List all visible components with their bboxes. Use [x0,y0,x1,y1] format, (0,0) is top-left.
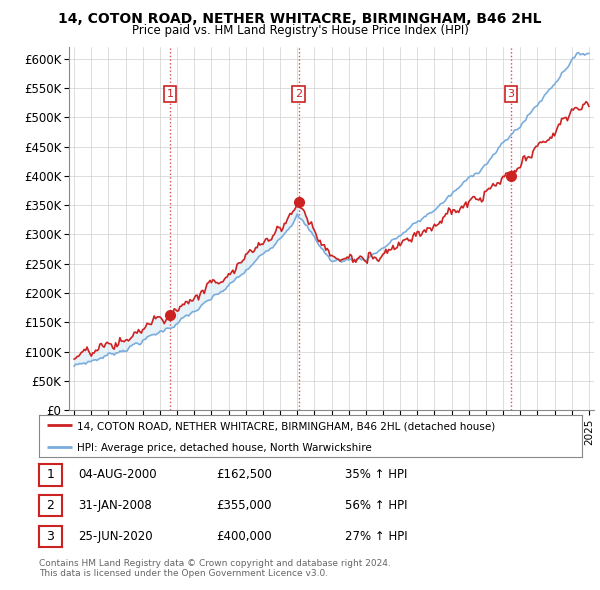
Text: 1: 1 [46,468,55,481]
Text: 14, COTON ROAD, NETHER WHITACRE, BIRMINGHAM, B46 2HL (detached house): 14, COTON ROAD, NETHER WHITACRE, BIRMING… [77,422,495,432]
Text: 04-AUG-2000: 04-AUG-2000 [78,468,157,481]
Text: 2: 2 [295,89,302,99]
Text: Price paid vs. HM Land Registry's House Price Index (HPI): Price paid vs. HM Land Registry's House … [131,24,469,37]
Text: 27% ↑ HPI: 27% ↑ HPI [345,530,407,543]
Text: This data is licensed under the Open Government Licence v3.0.: This data is licensed under the Open Gov… [39,569,328,578]
Text: 14, COTON ROAD, NETHER WHITACRE, BIRMINGHAM, B46 2HL: 14, COTON ROAD, NETHER WHITACRE, BIRMING… [58,12,542,26]
Text: 25-JUN-2020: 25-JUN-2020 [78,530,152,543]
Text: £162,500: £162,500 [216,468,272,481]
Text: HPI: Average price, detached house, North Warwickshire: HPI: Average price, detached house, Nort… [77,443,372,453]
Text: 3: 3 [46,530,55,543]
Text: 1: 1 [166,89,173,99]
Text: £400,000: £400,000 [216,530,272,543]
Text: £355,000: £355,000 [216,499,271,512]
Text: 35% ↑ HPI: 35% ↑ HPI [345,468,407,481]
Text: Contains HM Land Registry data © Crown copyright and database right 2024.: Contains HM Land Registry data © Crown c… [39,559,391,568]
Text: 31-JAN-2008: 31-JAN-2008 [78,499,152,512]
Text: 2: 2 [46,499,55,512]
Text: 3: 3 [508,89,514,99]
Text: 56% ↑ HPI: 56% ↑ HPI [345,499,407,512]
